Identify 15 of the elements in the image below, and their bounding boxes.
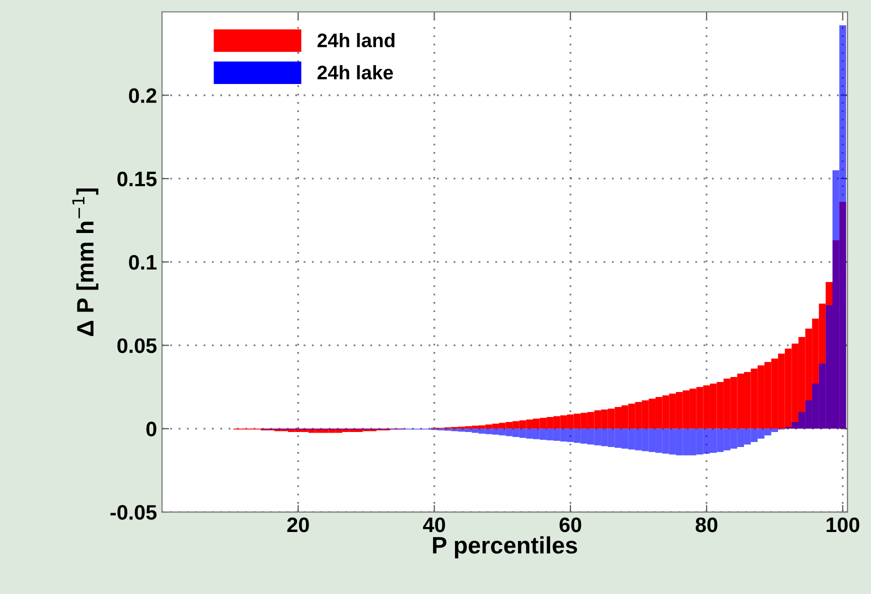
x-tick-label: 60 bbox=[560, 517, 582, 532]
y-tick-label: 0 bbox=[146, 422, 156, 436]
legend-label: 24h lake bbox=[318, 65, 393, 80]
legend-label: 24h land bbox=[318, 32, 394, 48]
y-tick-label: 0.2 bbox=[129, 88, 156, 103]
x-tick-label: 100 bbox=[826, 517, 860, 532]
y-tick-label: 0.1 bbox=[129, 254, 157, 270]
y-tick-label: -0.05 bbox=[110, 505, 157, 520]
y-axis-title: Δ P [mm h$^{−1}$] bbox=[72, 188, 98, 336]
x-tick-label: 20 bbox=[287, 517, 309, 532]
y-tick-label: 0.05 bbox=[117, 338, 157, 354]
x-tick-label: 40 bbox=[423, 517, 446, 532]
x-tick-label: 80 bbox=[696, 517, 718, 532]
x-axis-title: P percentiles bbox=[433, 536, 578, 558]
y-tick-label: 0.15 bbox=[117, 172, 157, 186]
